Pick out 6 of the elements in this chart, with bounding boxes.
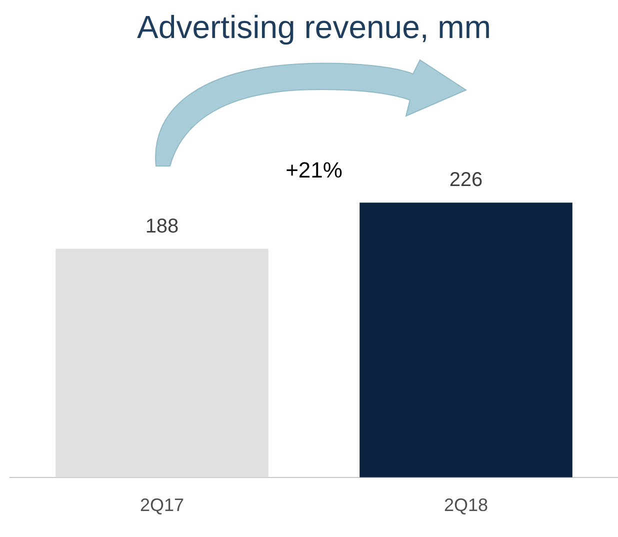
chart-title: Advertising revenue, mm: [137, 9, 491, 46]
data-label: 188: [145, 215, 179, 238]
x-tick-label: 2Q17: [140, 495, 184, 516]
x-tick-label: 2Q18: [444, 495, 488, 516]
text: +21%: [286, 158, 342, 183]
data-label: 226: [449, 169, 483, 192]
